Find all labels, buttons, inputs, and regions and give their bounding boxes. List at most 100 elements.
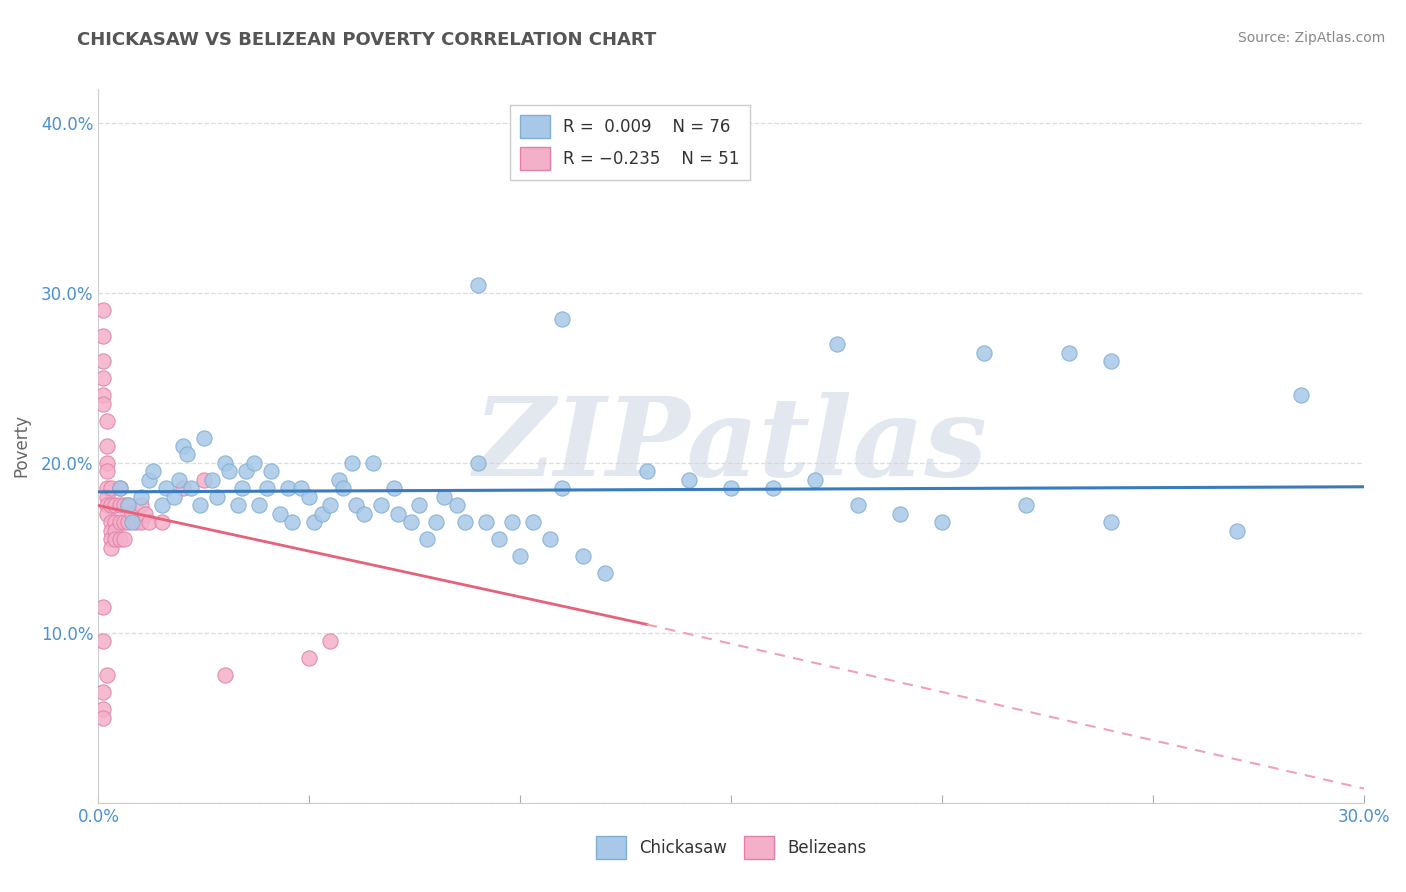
Point (172, 482, 194, 496)
Point (201, 473, 224, 487)
Point (104, 533, 127, 547)
Point (509, 549, 531, 564)
Point (163, 490, 186, 504)
Point (91, 371, 114, 385)
Point (193, 430, 215, 444)
Point (96, 456, 118, 470)
Point (100, 482, 122, 496)
Point (846, 499, 869, 513)
Point (112, 533, 135, 547)
Point (1226, 524, 1249, 538)
Point (298, 651, 321, 665)
Point (96, 499, 118, 513)
Point (91, 396, 114, 410)
Text: ZIPatlas: ZIPatlas (474, 392, 988, 500)
Point (96, 490, 118, 504)
Point (416, 533, 439, 547)
Point (176, 448, 198, 462)
Point (121, 516, 143, 530)
Point (91, 328, 114, 343)
Point (281, 516, 304, 530)
Point (155, 482, 177, 496)
Point (117, 499, 139, 513)
Point (134, 507, 156, 521)
Point (226, 499, 249, 513)
Point (231, 482, 253, 496)
Text: CHICKASAW VS BELIZEAN POVERTY CORRELATION CHART: CHICKASAW VS BELIZEAN POVERTY CORRELATIO… (77, 31, 657, 49)
Legend: Chickasaw, Belizeans: Chickasaw, Belizeans (589, 829, 873, 866)
Point (353, 507, 375, 521)
Point (96, 439, 118, 453)
Point (150, 499, 173, 513)
Point (319, 634, 342, 648)
Point (150, 516, 173, 530)
Point (112, 499, 135, 513)
Point (96, 465, 118, 479)
Point (344, 499, 367, 513)
Point (720, 482, 742, 496)
Point (804, 473, 827, 487)
Point (180, 482, 202, 496)
Point (551, 311, 574, 326)
Point (269, 507, 291, 521)
Point (340, 456, 363, 470)
Point (522, 516, 544, 530)
Point (467, 456, 489, 470)
Point (129, 490, 152, 504)
Point (825, 337, 848, 351)
Point (104, 499, 127, 513)
Point (454, 516, 477, 530)
Point (290, 482, 312, 496)
Point (96, 482, 118, 496)
Point (501, 516, 523, 530)
Point (108, 533, 131, 547)
Text: Source: ZipAtlas.com: Source: ZipAtlas.com (1237, 31, 1385, 45)
Point (112, 516, 135, 530)
Point (91, 388, 114, 402)
Point (172, 439, 194, 453)
Point (100, 533, 122, 547)
Point (108, 516, 131, 530)
Point (328, 473, 350, 487)
Point (762, 482, 785, 496)
Point (678, 473, 700, 487)
Point (96, 668, 118, 682)
Point (1289, 388, 1312, 402)
Point (138, 473, 160, 487)
Point (1057, 345, 1080, 359)
Point (100, 524, 122, 538)
Point (117, 516, 139, 530)
Point (382, 482, 405, 496)
Y-axis label: Poverty: Poverty (11, 415, 30, 477)
Point (91, 702, 114, 716)
Point (91, 711, 114, 725)
Point (467, 277, 489, 292)
Point (636, 465, 658, 479)
Point (121, 507, 143, 521)
Point (125, 516, 148, 530)
Point (931, 516, 953, 530)
Point (91, 303, 114, 318)
Point (117, 499, 139, 513)
Point (235, 465, 257, 479)
Point (298, 490, 321, 504)
Point (167, 473, 190, 487)
Point (1015, 499, 1038, 513)
Point (91, 600, 114, 615)
Point (370, 499, 392, 513)
Point (1099, 516, 1122, 530)
Point (214, 456, 236, 470)
Point (332, 482, 354, 496)
Point (104, 516, 127, 530)
Point (91, 634, 114, 648)
Point (260, 465, 283, 479)
Point (108, 482, 131, 496)
Point (302, 516, 325, 530)
Point (129, 516, 152, 530)
Point (399, 516, 422, 530)
Point (593, 566, 616, 581)
Point (188, 499, 211, 513)
Point (247, 499, 270, 513)
Point (973, 345, 995, 359)
Point (446, 499, 468, 513)
